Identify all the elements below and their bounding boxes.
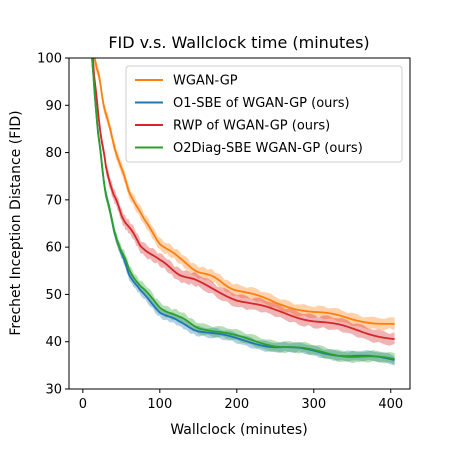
y-tick-label: 90 <box>45 99 62 114</box>
series-line-0 <box>93 58 395 325</box>
y-tick-label: 70 <box>45 193 62 208</box>
legend-entry-0: WGAN-GP <box>173 74 238 89</box>
y-axis-label: Frechet Inception Distance (FID) <box>8 110 24 335</box>
legend-entry-3: O2Diag-SBE WGAN-GP (ours) <box>173 141 363 156</box>
legend-entry-1: O1-SBE of WGAN-GP (ours) <box>173 96 350 111</box>
legend-box <box>125 65 403 163</box>
x-axis: 0 100 200 300 400 <box>79 389 403 412</box>
series-line-3 <box>91 58 395 360</box>
x-tick-label: 200 <box>224 397 249 412</box>
y-tick-label: 50 <box>45 288 62 303</box>
y-tick-label: 30 <box>45 383 62 398</box>
y-axis: 30 40 50 60 70 80 90 100 <box>37 52 69 398</box>
x-tick-label: 400 <box>378 397 403 412</box>
x-tick-label: 100 <box>147 397 172 412</box>
legend: WGAN-GP O1-SBE of WGAN-GP (ours) RWP of WG… <box>125 65 403 163</box>
y-tick-label: 100 <box>37 52 62 67</box>
x-tick-label: 0 <box>79 397 87 412</box>
y-tick-label: 40 <box>45 335 62 350</box>
x-tick-label: 300 <box>301 397 326 412</box>
y-tick-label: 60 <box>45 241 62 256</box>
chart-title: FID v.s. Wallclock time (minutes) <box>108 33 369 52</box>
plot-frame <box>68 57 411 390</box>
y-tick-label: 80 <box>45 146 62 161</box>
series-line-2 <box>91 58 395 340</box>
x-axis-label: Wallclock (minutes) <box>170 422 307 438</box>
legend-entry-2: RWP of WGAN-GP (ours) <box>173 119 330 134</box>
